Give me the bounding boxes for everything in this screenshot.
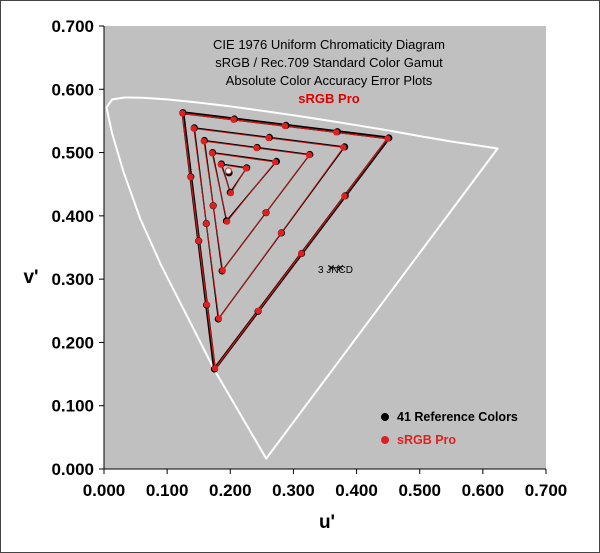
measured-point — [384, 135, 391, 142]
points-layer — [179, 109, 393, 373]
chart-title-line-3: Absolute Color Accuracy Error Plots — [226, 73, 433, 88]
axes-layer: 0.000 0.100 0.200 0.300 0.400 0.500 0.600 0.700… — [51, 17, 567, 500]
measured-point — [211, 365, 219, 372]
measured-point — [187, 173, 194, 181]
chart-subtitle: sRGB Pro — [298, 91, 359, 106]
jncd-label: 3 JNCD — [318, 265, 353, 276]
legend-marker-measured — [381, 436, 389, 444]
jncd-bar-end — [337, 264, 344, 271]
x-tick-label: 0.300 — [272, 481, 315, 500]
measured-point — [306, 151, 313, 159]
x-tick-label: 0.400 — [335, 481, 378, 500]
y-tick-label: 0.300 — [51, 270, 94, 289]
chart-title-line-1: CIE 1976 Uniform Chromaticity Diagram — [213, 37, 445, 52]
y-tick-label: 0.000 — [51, 460, 94, 479]
measured-point — [217, 161, 224, 168]
measured-point — [341, 192, 348, 200]
spectral-locus-line — [105, 96, 499, 460]
legend-label-reference: 41 Reference Colors — [397, 410, 518, 424]
measured-point — [210, 202, 217, 209]
jncd-error-bar — [328, 264, 344, 271]
measured-point — [262, 209, 270, 216]
measured-point — [277, 229, 285, 237]
y-tick-label: 0.200 — [51, 333, 94, 352]
measured-point — [333, 129, 340, 136]
x-tick-label: 0.200 — [209, 481, 252, 500]
measured-point — [200, 138, 207, 145]
measured-point — [203, 301, 211, 308]
measured-point — [190, 125, 197, 132]
y-tick-label: 0.600 — [51, 80, 94, 99]
measured-white-point — [224, 167, 232, 175]
y-tick-label: 0.500 — [51, 144, 94, 163]
measured-point — [230, 116, 237, 123]
legend: 41 Reference Colors sRGB Pro — [381, 410, 518, 447]
chart-title-line-2: sRGB / Rec.709 Standard Color Gamut — [215, 55, 443, 70]
measured-point — [253, 144, 260, 152]
measured-point — [203, 220, 210, 227]
measured-point — [179, 110, 186, 117]
jncd-annotation: 3 JNCD — [318, 264, 353, 276]
measured-point — [215, 315, 223, 322]
measured-point — [208, 150, 216, 157]
measured-point — [223, 218, 231, 225]
x-tick-label: 0.100 — [146, 481, 189, 500]
legend-marker-reference — [381, 413, 389, 421]
measured-point — [219, 267, 226, 274]
y-axis-title: v' — [23, 267, 38, 288]
measured-point — [227, 189, 235, 197]
measured-point — [255, 307, 262, 315]
measured-point — [271, 158, 279, 166]
measured-point — [265, 134, 272, 142]
x-axis-title: u' — [319, 512, 335, 533]
measured-triangle-4 — [211, 152, 276, 223]
y-tick-label: 0.100 — [51, 397, 94, 416]
spectral-locus-layer — [105, 96, 499, 460]
x-tick-label: 0.000 — [83, 481, 126, 500]
x-tick-label: 0.600 — [462, 481, 505, 500]
measured-point — [242, 165, 250, 172]
measured-point — [298, 250, 305, 257]
measured-triangle-5 — [220, 164, 247, 195]
x-tick-label: 0.500 — [398, 481, 441, 500]
measured-point — [195, 237, 202, 245]
y-tick-label: 0.700 — [51, 17, 94, 36]
jncd-bar-end — [328, 264, 334, 271]
legend-label-measured: sRGB Pro — [397, 433, 456, 447]
measured-point — [340, 144, 347, 151]
y-tick-label: 0.400 — [51, 207, 94, 226]
measured-point — [281, 122, 289, 130]
x-tick-label: 0.700 — [525, 481, 568, 500]
